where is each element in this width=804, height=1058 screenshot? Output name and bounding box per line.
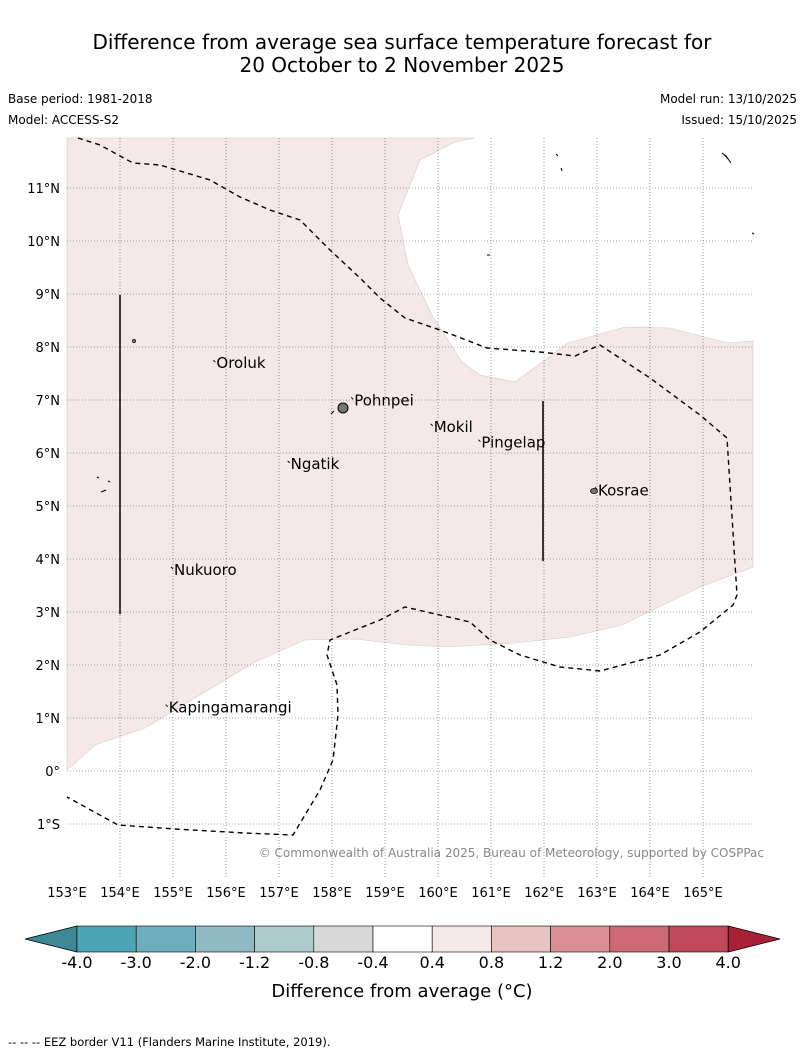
colorbar-title: Difference from average (°C) — [271, 981, 532, 1002]
colorbar-segment — [254, 925, 315, 953]
lon-tick-label: 153°E — [47, 886, 87, 901]
colorbar-arrow-low — [24, 925, 78, 953]
place-marker — [350, 396, 354, 400]
lat-tick-label: 11°N — [27, 182, 60, 197]
place-label-oroluk: Oroluk — [216, 354, 265, 372]
colorbar — [24, 925, 781, 953]
place-marker — [170, 566, 174, 570]
lat-tick-label: 1°S — [37, 818, 60, 833]
colorbar-tick-label: -2.0 — [180, 953, 211, 972]
place-marker — [478, 439, 481, 443]
lon-tick-label: 161°E — [471, 886, 511, 901]
colorbar-tick-label: -0.8 — [298, 953, 329, 972]
lat-tick-label: 10°N — [27, 235, 60, 250]
place-labels: Oroluk Pohnpei Mokil Pingelap Ngatik Kosrae Nu… — [165, 354, 649, 717]
colorbar-tick-label: -3.0 — [121, 953, 152, 972]
lat-tick-label: 9°N — [36, 288, 61, 303]
lat-tick-label: 1°N — [36, 712, 61, 727]
title-line-1: Difference from average sea surface temp… — [92, 30, 712, 54]
footer-note: -- -- -- EEZ border V11 (Flanders Marine… — [8, 1035, 331, 1049]
lat-tick-label: 4°N — [36, 553, 61, 568]
colorbar-segment — [491, 925, 551, 953]
lon-tick-label: 165°E — [683, 886, 723, 901]
lon-tick-label: 157°E — [259, 886, 299, 901]
title-line-2: 20 October to 2 November 2025 — [239, 53, 565, 77]
eez-border — [66, 137, 738, 836]
place-label-ngatik: Ngatik — [291, 455, 340, 473]
lon-tick-label: 159°E — [365, 886, 405, 901]
lon-tick-label: 164°E — [630, 886, 670, 901]
model-name: Model: ACCESS-S2 — [8, 113, 120, 127]
colorbar-segment — [195, 925, 255, 953]
colorbar-segment — [313, 925, 374, 953]
island-marker — [96, 476, 111, 493]
colorbar-segment — [550, 925, 611, 953]
place-marker — [594, 487, 598, 490]
place-marker — [430, 423, 434, 427]
lon-tick-label: 154°E — [100, 886, 140, 901]
latitude-labels: 11°N 10°N 9°N 8°N 7°N 6°N 5°N 4°N 3°N 2°N 1°N 0° 1°S — [27, 182, 60, 833]
colorbar-tick-label: -1.2 — [239, 953, 270, 972]
base-period: Base period: 1981-2018 — [8, 92, 153, 106]
model-run: Model run: 13/10/2025 — [659, 92, 797, 106]
lat-tick-label: 5°N — [36, 500, 61, 515]
colorbar-tick-label: 0.4 — [419, 953, 444, 972]
place-label-kapingamarangi: Kapingamarangi — [169, 699, 292, 717]
place-label-kosrae: Kosrae — [598, 481, 649, 499]
colorbar-tick-label: 0.8 — [479, 953, 504, 972]
place-label-mokil: Mokil — [434, 418, 473, 436]
colorbar-tick-label: 4.0 — [715, 953, 740, 972]
island-marker — [330, 410, 335, 415]
lat-tick-label: 0° — [45, 765, 60, 780]
lon-tick-label: 163°E — [577, 886, 617, 901]
place-label-pingelap: Pingelap — [481, 434, 545, 452]
colorbar-arrow-high — [727, 925, 781, 953]
lat-tick-label: 2°N — [36, 659, 61, 674]
pohnpei-island — [337, 402, 349, 414]
issued-date: Issued: 15/10/2025 — [681, 113, 797, 127]
colorbar-tick-label: 1.2 — [538, 953, 563, 972]
place-marker — [165, 704, 169, 708]
sst-anomaly-map: Oroluk Pohnpei Mokil Pingelap Ngatik Kosrae Nu… — [24, 137, 781, 1002]
lon-tick-label: 160°E — [418, 886, 458, 901]
place-label-nukuoro: Nukuoro — [174, 561, 237, 579]
lon-tick-label: 155°E — [153, 886, 193, 901]
colorbar-segment — [668, 925, 729, 953]
colorbar-segment — [431, 925, 492, 953]
lat-tick-label: 6°N — [36, 447, 61, 462]
lon-tick-label: 158°E — [312, 886, 352, 901]
copyright-text: © Commonwealth of Australia 2025, Bureau… — [259, 846, 764, 860]
lon-tick-label: 162°E — [524, 886, 564, 901]
place-label-pohnpei: Pohnpei — [354, 391, 414, 409]
colorbar-labels: -4.0 -3.0 -2.0 -1.2 -0.8 -0.4 0.4 0.8 1.2 2.0 3.0 4… — [61, 953, 741, 972]
map-gridlines — [67, 138, 753, 877]
lat-tick-label: 8°N — [36, 341, 61, 356]
colorbar-tick-label: 3.0 — [656, 953, 681, 972]
island-marker — [131, 338, 137, 344]
place-marker — [287, 460, 290, 464]
longitude-labels: 153°E 154°E 155°E 156°E 157°E 158°E 159°E 160°E… — [47, 886, 723, 901]
colorbar-segment — [76, 925, 137, 953]
colorbar-segment — [135, 925, 196, 953]
colorbar-tick-label: -0.4 — [357, 953, 388, 972]
place-marker — [213, 359, 216, 363]
lat-tick-label: 3°N — [36, 606, 61, 621]
colorbar-tick-label: 2.0 — [597, 953, 622, 972]
chart-title: Difference from average sea surface temp… — [0, 31, 804, 77]
colorbar-segment — [372, 925, 433, 953]
kosrae-island — [590, 488, 598, 494]
lon-tick-label: 156°E — [206, 886, 246, 901]
island-marker — [487, 152, 755, 256]
colorbar-tick-label: -4.0 — [61, 953, 92, 972]
lat-tick-label: 7°N — [36, 394, 61, 409]
colorbar-segment — [609, 925, 670, 953]
